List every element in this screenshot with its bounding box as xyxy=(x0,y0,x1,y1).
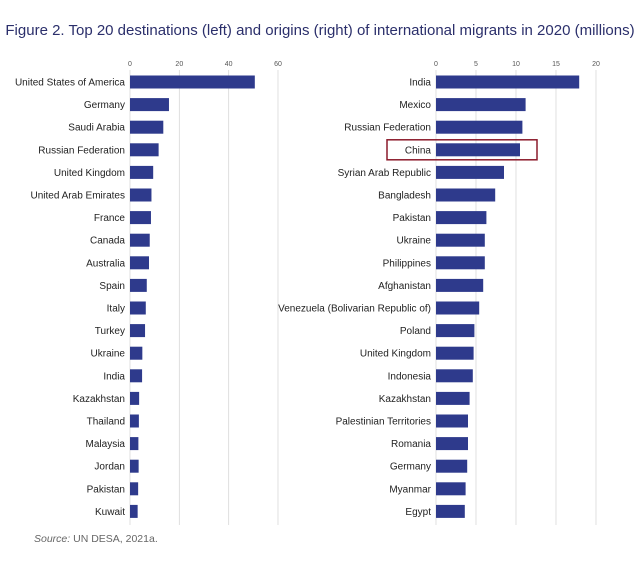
destinations-tick-label: 20 xyxy=(175,61,183,68)
destinations-bar xyxy=(130,459,139,473)
destinations-bar xyxy=(130,233,150,247)
destinations-category-label: France xyxy=(94,213,126,224)
origins-category-label: Kazakhstan xyxy=(379,394,431,405)
destinations-category-label: Thailand xyxy=(87,417,125,428)
destinations-tick-label: 40 xyxy=(225,61,233,68)
origins-category-label: Ukraine xyxy=(397,236,432,247)
origins-bar xyxy=(436,165,504,179)
destinations-category-label: Kuwait xyxy=(95,507,125,518)
origins-category-label: Poland xyxy=(400,326,431,337)
origins-bar xyxy=(436,143,520,157)
destinations-bar xyxy=(130,256,149,270)
origins-bar xyxy=(436,256,485,270)
origins-bar xyxy=(436,346,474,360)
destinations-category-label: United Arab Emirates xyxy=(31,191,126,202)
origins-highlight-box xyxy=(386,139,538,161)
destinations-bar xyxy=(130,165,154,179)
origins-category-label: Germany xyxy=(390,462,431,473)
origins-bar xyxy=(436,120,523,134)
destinations-bar xyxy=(130,414,139,428)
destinations-bar xyxy=(130,346,143,360)
origins-category-label: China xyxy=(405,145,432,156)
origins-bar xyxy=(436,98,526,112)
destinations-category-label: United States of America xyxy=(15,78,125,89)
origins-tick-label: 10 xyxy=(512,61,520,68)
origins-category-label: Romania xyxy=(391,439,431,450)
destinations-bar xyxy=(130,437,139,451)
origins-category-label: Venezuela (Bolivarian Republic of) xyxy=(278,304,431,315)
destinations-bar xyxy=(130,75,255,89)
origins-category-label: Mexico xyxy=(399,100,431,111)
destinations-bar xyxy=(130,369,143,383)
origins-category-label: Egypt xyxy=(405,507,431,518)
destinations-tick-label: 60 xyxy=(274,61,282,68)
figure-title: Figure 2. Top 20 destinations (left) and… xyxy=(5,22,635,39)
origins-bar xyxy=(436,233,485,247)
destinations-bar xyxy=(130,120,164,134)
origins-category-label: Myanmar xyxy=(389,484,431,495)
origins-tick-label: 5 xyxy=(474,61,478,68)
destinations-tick-label: 0 xyxy=(128,61,132,68)
origins-bar xyxy=(436,391,470,405)
origins-bar xyxy=(436,369,473,383)
origins-category-label: United Kingdom xyxy=(360,349,431,360)
destinations-category-label: India xyxy=(103,371,125,382)
destinations-category-label: Italy xyxy=(107,304,125,315)
origins-category-label: Palestinian Territories xyxy=(336,417,431,428)
origins-bar xyxy=(436,188,496,202)
destinations-bar xyxy=(130,482,139,496)
origins-tick-label: 20 xyxy=(592,61,600,68)
origins-bar xyxy=(436,459,468,473)
origins-bar xyxy=(436,482,466,496)
origins-category-label: India xyxy=(409,78,431,89)
destinations-category-label: Turkey xyxy=(95,326,125,337)
origins-bar xyxy=(436,414,468,428)
destinations-bar xyxy=(130,278,147,292)
destinations-category-label: Spain xyxy=(99,281,125,292)
destinations-bar xyxy=(130,324,146,338)
origins-tick-label: 15 xyxy=(552,61,560,68)
origins-bar xyxy=(436,75,580,89)
origins-tick-label: 0 xyxy=(434,61,438,68)
destinations-bar xyxy=(130,143,159,157)
origins-category-label: Indonesia xyxy=(388,371,432,382)
source-note: Source: UN DESA, 2021a. xyxy=(34,533,158,545)
origins-bar xyxy=(436,437,468,451)
destinations-category-label: Kazakhstan xyxy=(73,394,125,405)
destinations-category-label: Saudi Arabia xyxy=(68,123,125,134)
destinations-bar xyxy=(130,188,152,202)
destinations-category-label: Russian Federation xyxy=(38,145,125,156)
destinations-category-label: Ukraine xyxy=(91,349,126,360)
destinations-category-label: Australia xyxy=(86,258,125,269)
origins-category-label: Pakistan xyxy=(393,213,431,224)
origins-category-label: Bangladesh xyxy=(378,191,431,202)
origins-category-label: Syrian Arab Republic xyxy=(338,168,431,179)
destinations-bar xyxy=(130,301,146,315)
destinations-category-label: Canada xyxy=(90,236,125,247)
origins-category-label: Russian Federation xyxy=(344,123,431,134)
destinations-category-label: Jordan xyxy=(94,462,125,473)
destinations-category-label: Germany xyxy=(84,100,125,111)
origins-bar xyxy=(436,324,475,338)
destinations-category-label: Pakistan xyxy=(87,484,125,495)
origins-bar xyxy=(436,211,487,225)
destinations-category-label: Malaysia xyxy=(86,439,126,450)
origins-category-label: Philippines xyxy=(383,258,431,269)
origins-bar xyxy=(436,301,480,315)
destinations-bar xyxy=(130,391,140,405)
destinations-category-label: United Kingdom xyxy=(54,168,125,179)
source-text: UN DESA, 2021a. xyxy=(73,533,158,545)
source-label: Source: xyxy=(34,533,71,545)
destinations-bar xyxy=(130,504,138,518)
origins-bar xyxy=(436,504,465,518)
origins-category-label: Afghanistan xyxy=(378,281,431,292)
origins-bar xyxy=(436,278,484,292)
destinations-bar xyxy=(130,211,151,225)
destinations-bar xyxy=(130,98,169,112)
